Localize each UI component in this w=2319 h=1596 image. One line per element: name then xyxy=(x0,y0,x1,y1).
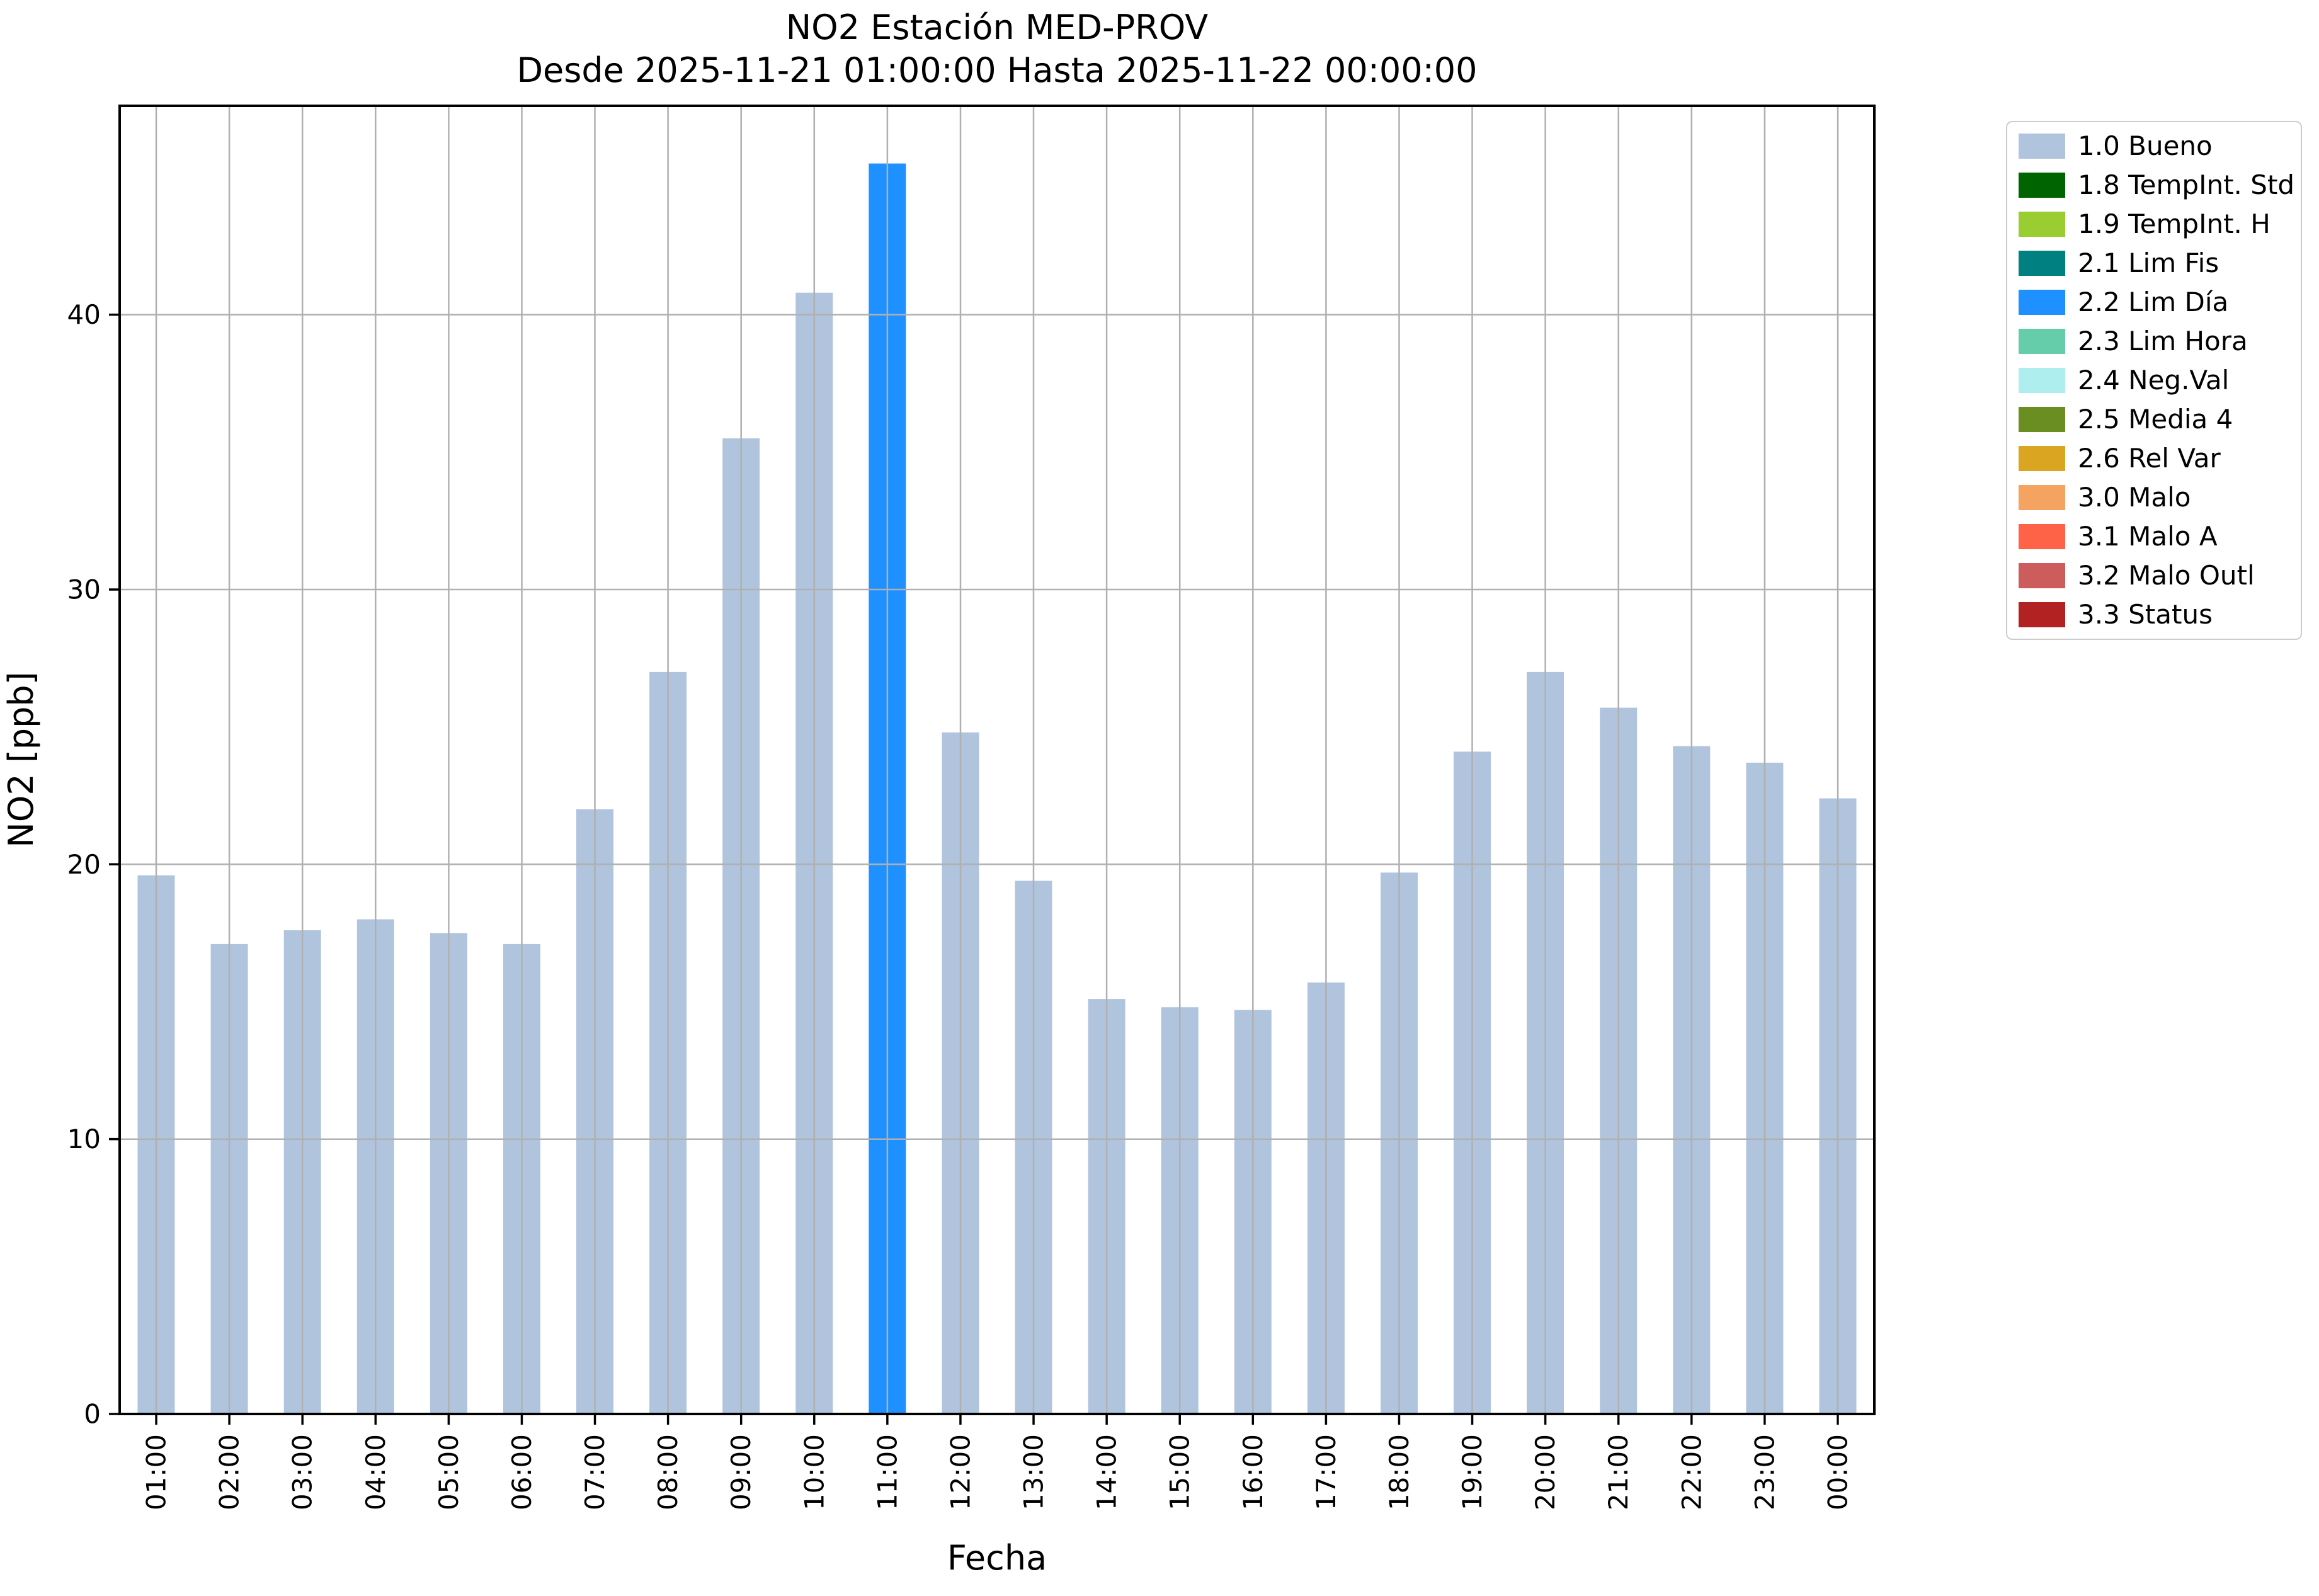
x-tick-label-04:00: 04:00 xyxy=(360,1434,391,1510)
x-tick-label-16:00: 16:00 xyxy=(1238,1434,1268,1510)
legend-entry: 1.0 Bueno xyxy=(2019,130,2292,161)
legend: 1.0 Bueno 1.8 TempInt. Std 1.9 TempInt. H 2… xyxy=(2006,121,2302,640)
legend-entry: 2.6 Rel Var xyxy=(2019,443,2292,474)
legend-entry: 2.2 Lim Día xyxy=(2019,287,2292,317)
x-tick-label-17:00: 17:00 xyxy=(1311,1434,1342,1510)
y-tick-label-10: 10 xyxy=(67,1124,101,1154)
x-tick-label-18:00: 18:00 xyxy=(1384,1434,1415,1510)
legend-label: 1.0 Bueno xyxy=(2078,130,2213,161)
x-tick-label-07:00: 07:00 xyxy=(579,1434,610,1510)
legend-swatch-icon xyxy=(2019,563,2065,588)
y-tick-label-40: 40 xyxy=(67,299,101,330)
legend-entry: 3.1 Malo A xyxy=(2019,521,2292,552)
legend-swatch-icon xyxy=(2019,212,2065,237)
x-tick-label-06:00: 06:00 xyxy=(506,1434,537,1510)
legend-label: 2.6 Rel Var xyxy=(2078,443,2221,474)
legend-entry: 2.1 Lim Fis xyxy=(2019,248,2292,278)
legend-label: 2.2 Lim Día xyxy=(2078,287,2229,317)
legend-label: 3.1 Malo A xyxy=(2078,521,2218,552)
x-tick-label-09:00: 09:00 xyxy=(726,1434,756,1510)
y-axis-label: NO2 [ppb] xyxy=(1,671,41,847)
legend-swatch-icon xyxy=(2019,329,2065,354)
legend-swatch-icon xyxy=(2019,407,2065,432)
x-axis-label: Fecha xyxy=(947,1538,1047,1578)
y-tick-label-30: 30 xyxy=(67,574,101,605)
legend-swatch-icon xyxy=(2019,251,2065,276)
x-tick-label-05:00: 05:00 xyxy=(433,1434,464,1510)
legend-swatch-icon xyxy=(2019,134,2065,159)
legend-swatch-icon xyxy=(2019,602,2065,627)
spines-group xyxy=(118,105,1876,1415)
legend-swatch-icon xyxy=(2019,368,2065,393)
bars-group xyxy=(137,163,1857,1415)
x-tick-label-21:00: 21:00 xyxy=(1603,1434,1634,1510)
legend-entry: 2.5 Media 4 xyxy=(2019,404,2292,435)
legend-label: 3.2 Malo Outl xyxy=(2078,560,2255,591)
x-tick-label-12:00: 12:00 xyxy=(945,1434,976,1510)
x-tick-label-20:00: 20:00 xyxy=(1530,1434,1561,1510)
legend-entry: 3.3 Status xyxy=(2019,599,2292,630)
tick-labels-group: 0 10 20 30 40 01:00 02:00 03:00 04:00 05:00 06:00 0… xyxy=(67,299,1854,1510)
x-tick-label-10:00: 10:00 xyxy=(799,1434,829,1510)
chart-subtitle: Desde 2025-11-21 01:00:00 Hasta 2025-11-… xyxy=(516,50,1478,90)
legend-label: 2.3 Lim Hora xyxy=(2078,326,2248,356)
legend-label: 2.1 Lim Fis xyxy=(2078,248,2219,278)
grid-group xyxy=(120,106,1874,1414)
legend-label: 1.9 TempInt. H xyxy=(2078,208,2271,239)
axes-spines xyxy=(118,105,1876,1415)
ticks-group xyxy=(109,313,1839,1425)
legend-entry: 3.2 Malo Outl xyxy=(2019,560,2292,591)
x-tick-label-03:00: 03:00 xyxy=(287,1434,318,1510)
x-tick-label-15:00: 15:00 xyxy=(1165,1434,1195,1510)
legend-swatch-icon xyxy=(2019,290,2065,315)
legend-swatch-icon xyxy=(2019,485,2065,510)
legend-label: 3.3 Status xyxy=(2078,599,2213,630)
legend-swatch-icon xyxy=(2019,173,2065,198)
x-tick-label-13:00: 13:00 xyxy=(1018,1434,1049,1510)
x-tick-label-00:00: 00:00 xyxy=(1822,1434,1853,1510)
y-tick-label-20: 20 xyxy=(67,849,101,880)
legend-label: 1.8 TempInt. Std xyxy=(2078,169,2295,200)
legend-swatch-icon xyxy=(2019,446,2065,471)
x-tick-label-19:00: 19:00 xyxy=(1457,1434,1488,1510)
legend-entry: 3.0 Malo xyxy=(2019,482,2292,513)
legend-entry: 1.9 TempInt. H xyxy=(2019,208,2292,239)
x-tick-label-22:00: 22:00 xyxy=(1676,1434,1707,1510)
legend-swatch-icon xyxy=(2019,524,2065,549)
legend-label: 2.5 Media 4 xyxy=(2078,404,2233,435)
legend-label: 2.4 Neg.Val xyxy=(2078,365,2230,396)
chart-title: NO2 Estación MED-PROV xyxy=(785,8,1209,47)
legend-entry: 1.8 TempInt. Std xyxy=(2019,169,2295,200)
legend-entry: 2.4 Neg.Val xyxy=(2019,365,2292,396)
legend-entry: 2.3 Lim Hora xyxy=(2019,326,2292,356)
x-tick-label-08:00: 08:00 xyxy=(652,1434,683,1510)
y-tick-label-0: 0 xyxy=(84,1399,101,1430)
x-tick-label-01:00: 01:00 xyxy=(141,1434,172,1510)
x-tick-label-23:00: 23:00 xyxy=(1749,1434,1780,1510)
x-tick-label-11:00: 11:00 xyxy=(872,1434,903,1510)
chart-titles: NO2 Estación MED-PROV Desde 2025-11-21 0… xyxy=(120,6,1874,92)
x-tick-label-14:00: 14:00 xyxy=(1091,1434,1122,1510)
x-tick-label-02:00: 02:00 xyxy=(214,1434,245,1510)
legend-label: 3.0 Malo xyxy=(2078,482,2191,513)
